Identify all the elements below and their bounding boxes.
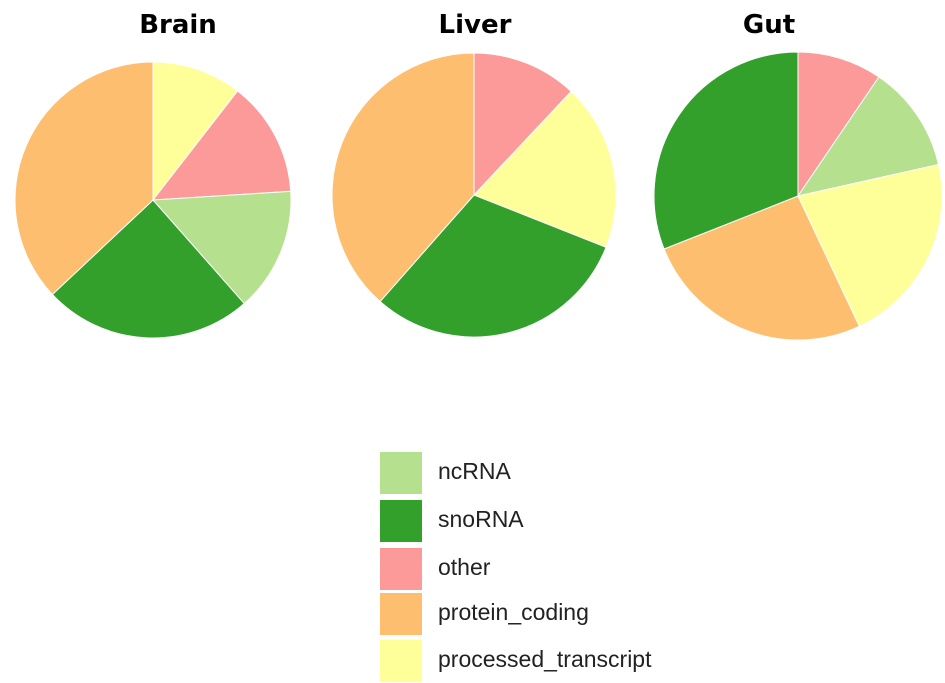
legend-swatch-other <box>380 548 422 590</box>
legend-swatch-snorna <box>380 500 422 542</box>
pie-slice-gut-ncrna <box>796 76 940 197</box>
legend-label-snorna: snoRNA <box>438 506 524 532</box>
pie-slice-liver-snorna <box>379 194 607 338</box>
pie-slice-liver-other <box>473 52 572 197</box>
pie-slice-brain-ncrna <box>151 190 292 305</box>
legend-label-protein-coding: protein_coding <box>438 599 589 625</box>
legend-label-processed-transcript: processed_transcript <box>438 646 652 672</box>
legend-item-protein-coding: protein_coding <box>380 593 780 635</box>
legend-item-other: other <box>380 548 780 590</box>
pie-charts <box>14 51 943 341</box>
pie-slice-liver-processed-transcript <box>473 90 617 248</box>
pie-title-liver: Liver <box>438 10 512 40</box>
pie-slice-brain-processed-transcript <box>152 61 239 202</box>
legend-item-processed-transcript: processed_transcript <box>380 640 780 682</box>
pie-slice-brain-other <box>151 90 292 201</box>
pie-title-gut: Gut <box>742 10 796 40</box>
legend-swatch-ncrna <box>380 452 422 494</box>
legend-item-snorna: snoRNA <box>380 500 780 542</box>
pie-slice-gut-processed-transcript <box>797 163 943 327</box>
pie-slice-liver-protein-coding <box>331 52 475 303</box>
pie-slice-gut-snorna <box>653 51 799 250</box>
pie-slice-brain-protein-coding <box>14 61 154 296</box>
legend-label-ncrna: ncRNA <box>438 458 511 484</box>
legend-label-other: other <box>438 554 491 580</box>
pie-slice-gut-protein-coding <box>663 195 860 341</box>
legend-swatch-protein-coding <box>380 593 422 635</box>
legend-swatch-processed-transcript <box>380 640 422 682</box>
pie-slice-brain-snorna <box>51 199 245 339</box>
pie-title-brain: Brain <box>139 10 217 40</box>
legend-item-ncrna: ncRNA <box>380 452 780 494</box>
pie-slice-gut-other <box>797 51 880 198</box>
